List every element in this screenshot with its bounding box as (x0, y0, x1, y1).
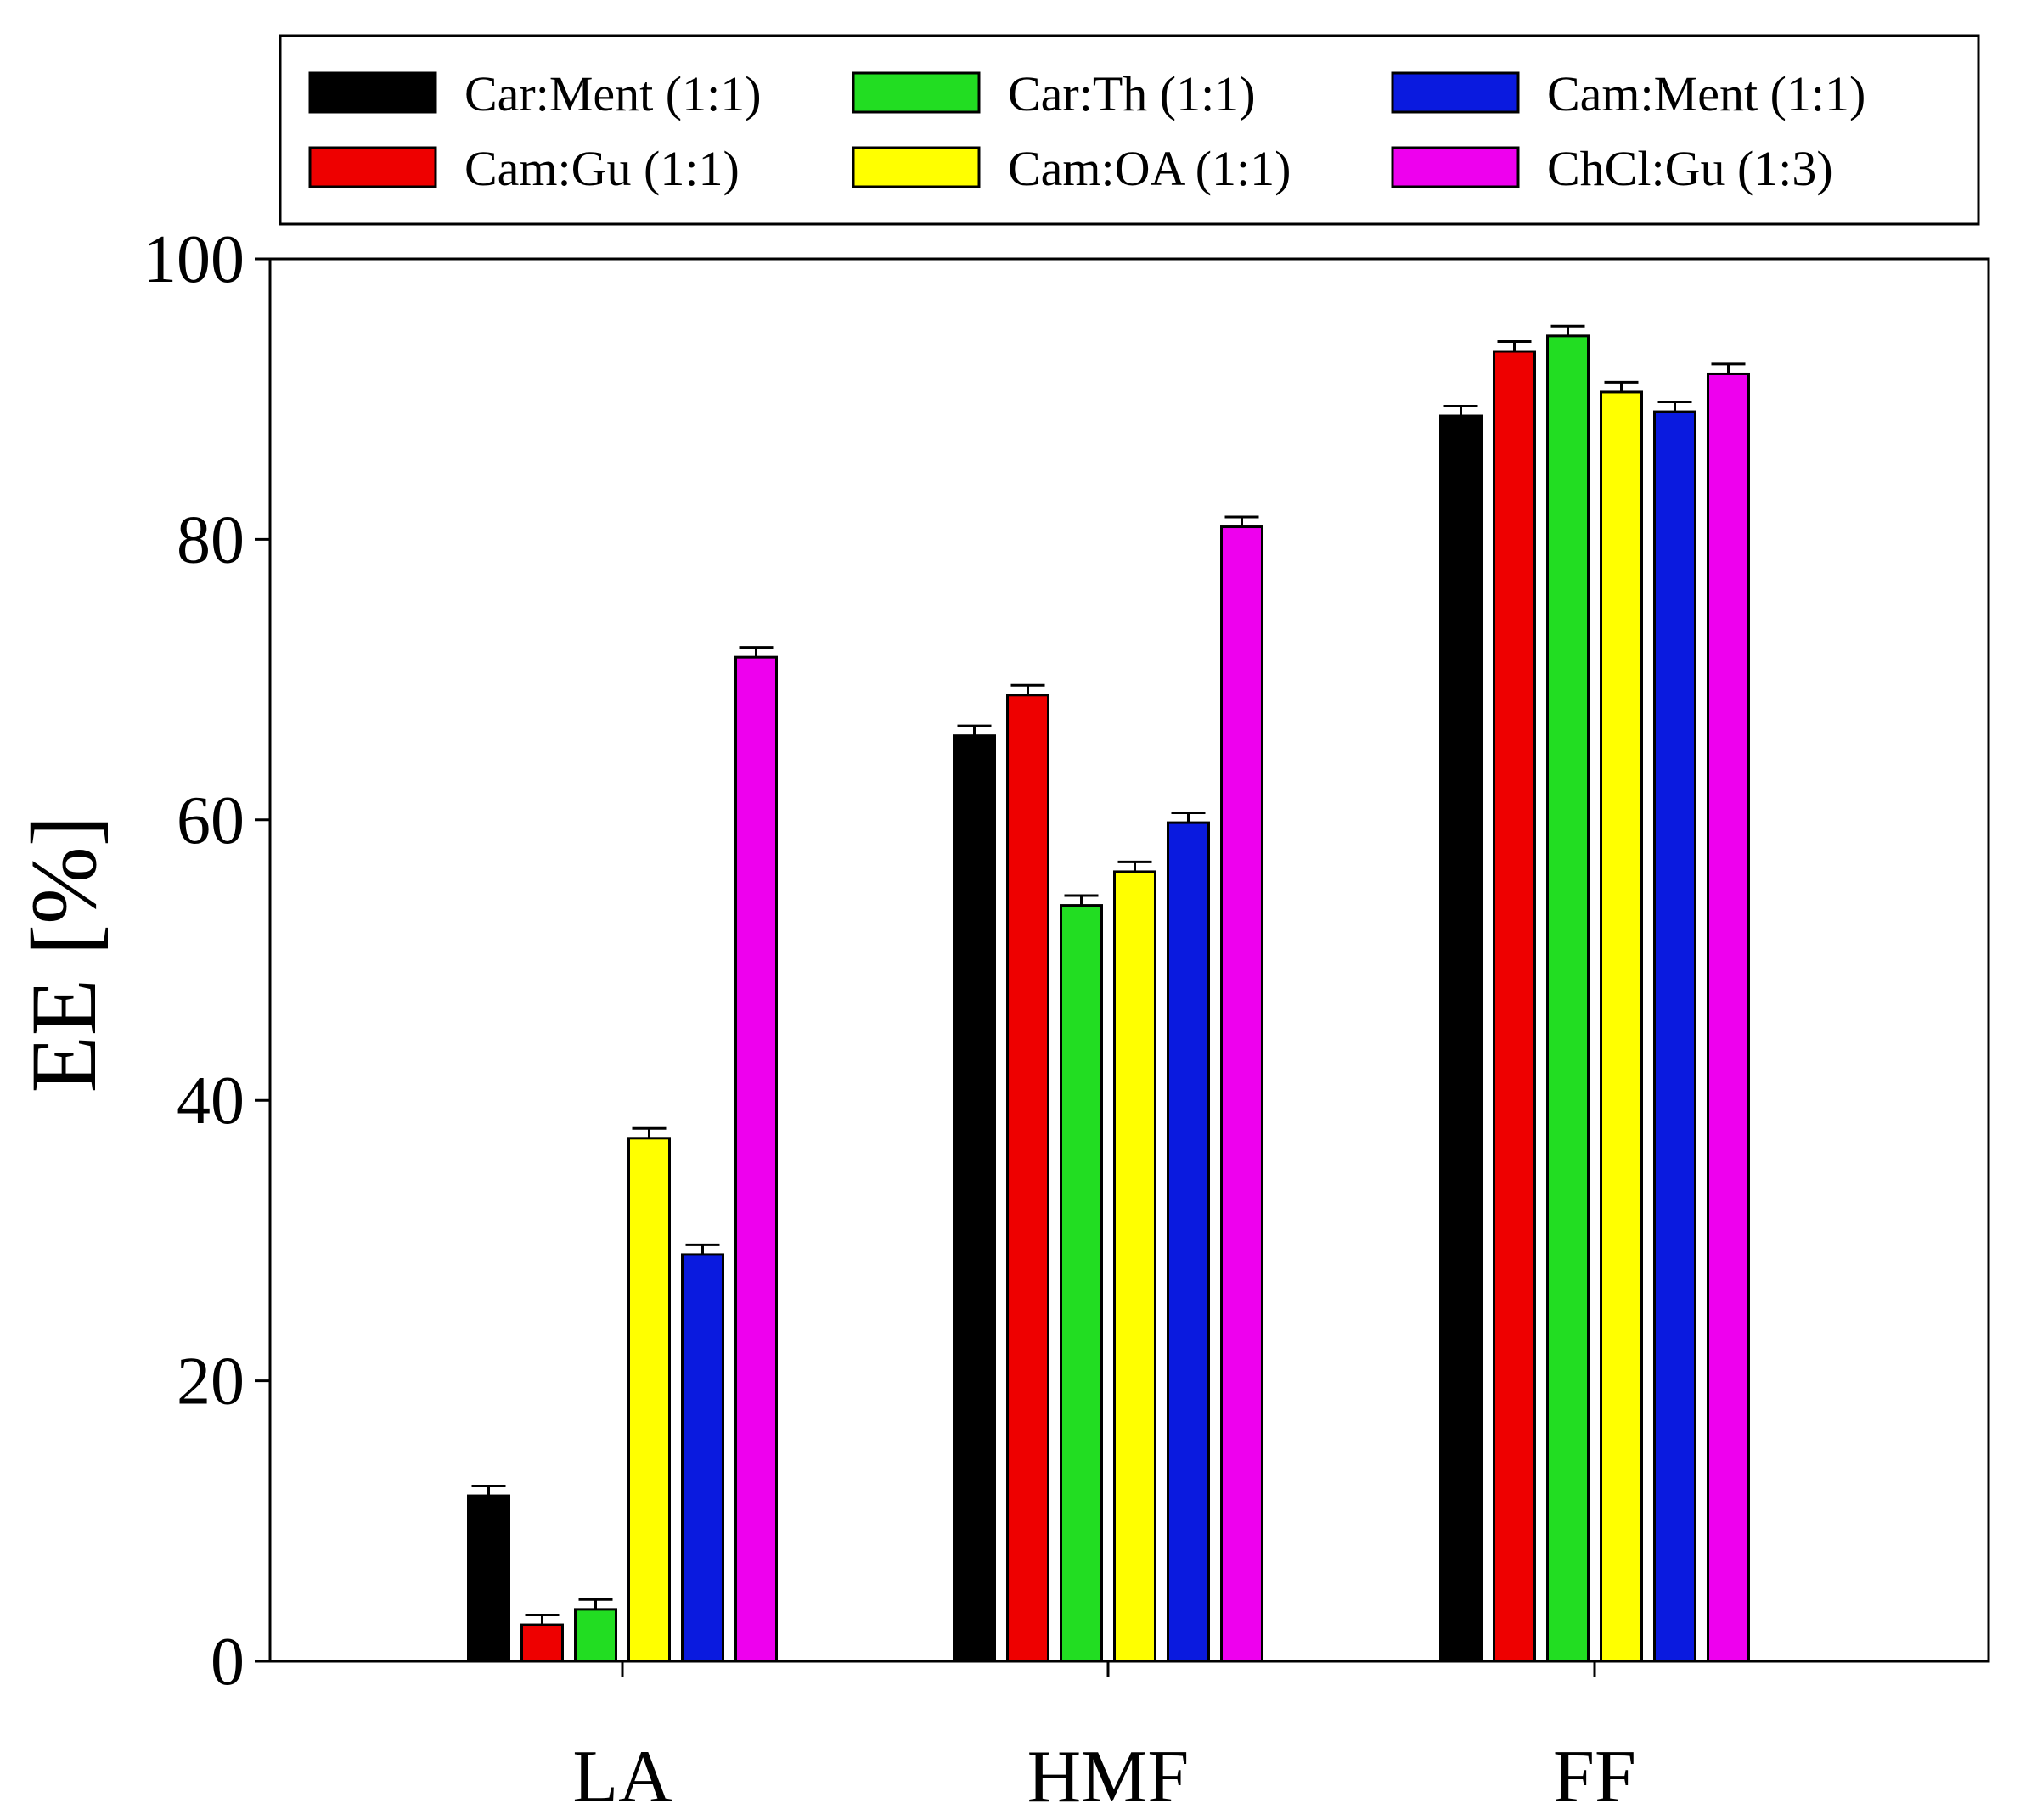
y-axis-title: EE [%] (12, 816, 115, 1093)
bar (627, 1137, 671, 1663)
bar (734, 655, 778, 1663)
plot-area: 0 20 40 60 80 100 LA HMF FF (143, 222, 1990, 1818)
bar (1220, 525, 1263, 1663)
bar (1707, 372, 1750, 1663)
y-tick-label: 20 (177, 1345, 245, 1419)
bar (520, 1623, 564, 1663)
bar (1439, 414, 1483, 1663)
legend-label: Car:Th (1:1) (1008, 66, 1256, 121)
x-tick-label: LA (572, 1736, 672, 1818)
bar (1493, 350, 1536, 1663)
x-tick-label: HMF (1027, 1736, 1190, 1818)
bar (1113, 870, 1156, 1663)
legend-swatch (308, 71, 437, 114)
legend-label: Car:Ment (1:1) (464, 66, 762, 121)
bar (1600, 390, 1643, 1663)
legend-label: ChCl:Gu (1:3) (1547, 141, 1833, 196)
legend-box (279, 34, 1980, 226)
legend-label: Cam:Ment (1:1) (1547, 66, 1865, 121)
legend-swatch (1391, 71, 1520, 114)
bar (681, 1253, 724, 1663)
x-tick-label: FF (1553, 1736, 1636, 1818)
bar (467, 1494, 510, 1663)
y-tick-label: 0 (211, 1625, 245, 1699)
bar (953, 734, 996, 1663)
bar (1546, 334, 1590, 1663)
bar (574, 1608, 617, 1663)
y-tick-label: 100 (143, 222, 245, 297)
bar (1006, 694, 1049, 1663)
legend-swatch (852, 146, 981, 188)
legend-swatch (308, 146, 437, 188)
bar (1060, 904, 1103, 1663)
legend-label: Cam:Gu (1:1) (464, 141, 740, 196)
legend: Car:Ment (1:1) Car:Th (1:1) Cam:Ment (1:1)… (279, 34, 1980, 226)
bar (1167, 821, 1210, 1663)
y-tick-label: 40 (177, 1064, 245, 1138)
bar (1653, 410, 1696, 1663)
legend-label: Cam:OA (1:1) (1008, 141, 1291, 196)
y-tick-label: 80 (177, 503, 245, 577)
y-tick-label: 60 (177, 784, 245, 858)
legend-swatch (852, 71, 981, 114)
legend-swatch (1391, 146, 1520, 188)
